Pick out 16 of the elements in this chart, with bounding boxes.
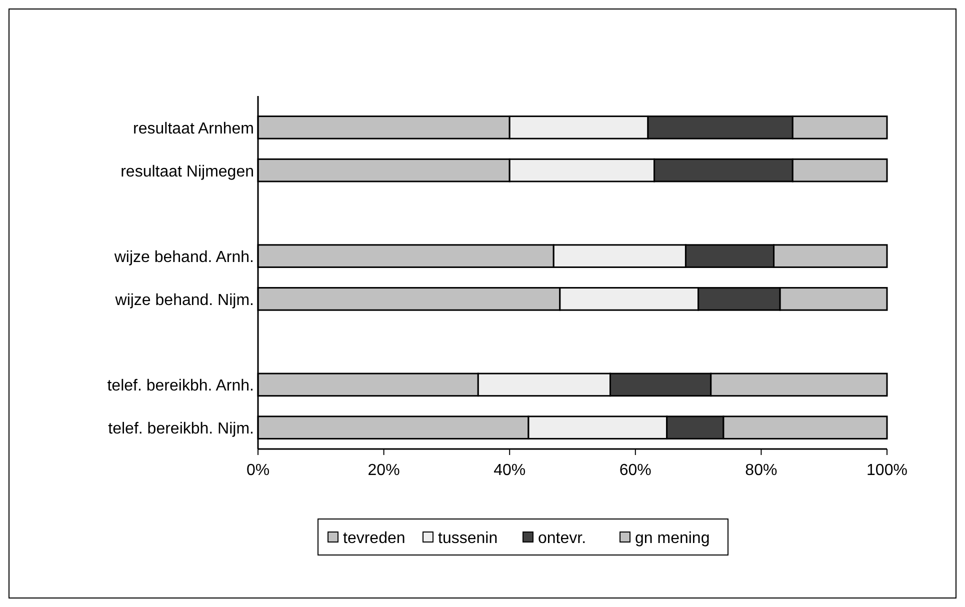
x-tick-label: 20% (368, 462, 400, 479)
x-tick-label: 0% (246, 462, 270, 479)
y-tick-label: resultaat Arnhem (133, 120, 254, 138)
y-tick-label: wijze behand. Nijm. (114, 292, 254, 309)
legend-label: gn mening (635, 530, 710, 547)
legend-label: tevreden (343, 530, 406, 547)
x-tick-label: 100% (866, 462, 908, 479)
legend-label: ontevr. (538, 530, 586, 547)
x-tick-label: 40% (494, 462, 526, 479)
y-tick-label: wijze behand. Arnh. (113, 249, 254, 266)
legend-label: tussenin (438, 530, 498, 547)
x-tick-label: 80% (745, 462, 778, 479)
y-tick-label: telef. bereikbh. Arnh. (107, 378, 254, 395)
y-tick-label: resultaat Nijmegen (120, 163, 254, 180)
x-tick-label: 60% (619, 462, 652, 479)
y-tick-label: telef. bereikbh. Nijm. (108, 420, 254, 438)
